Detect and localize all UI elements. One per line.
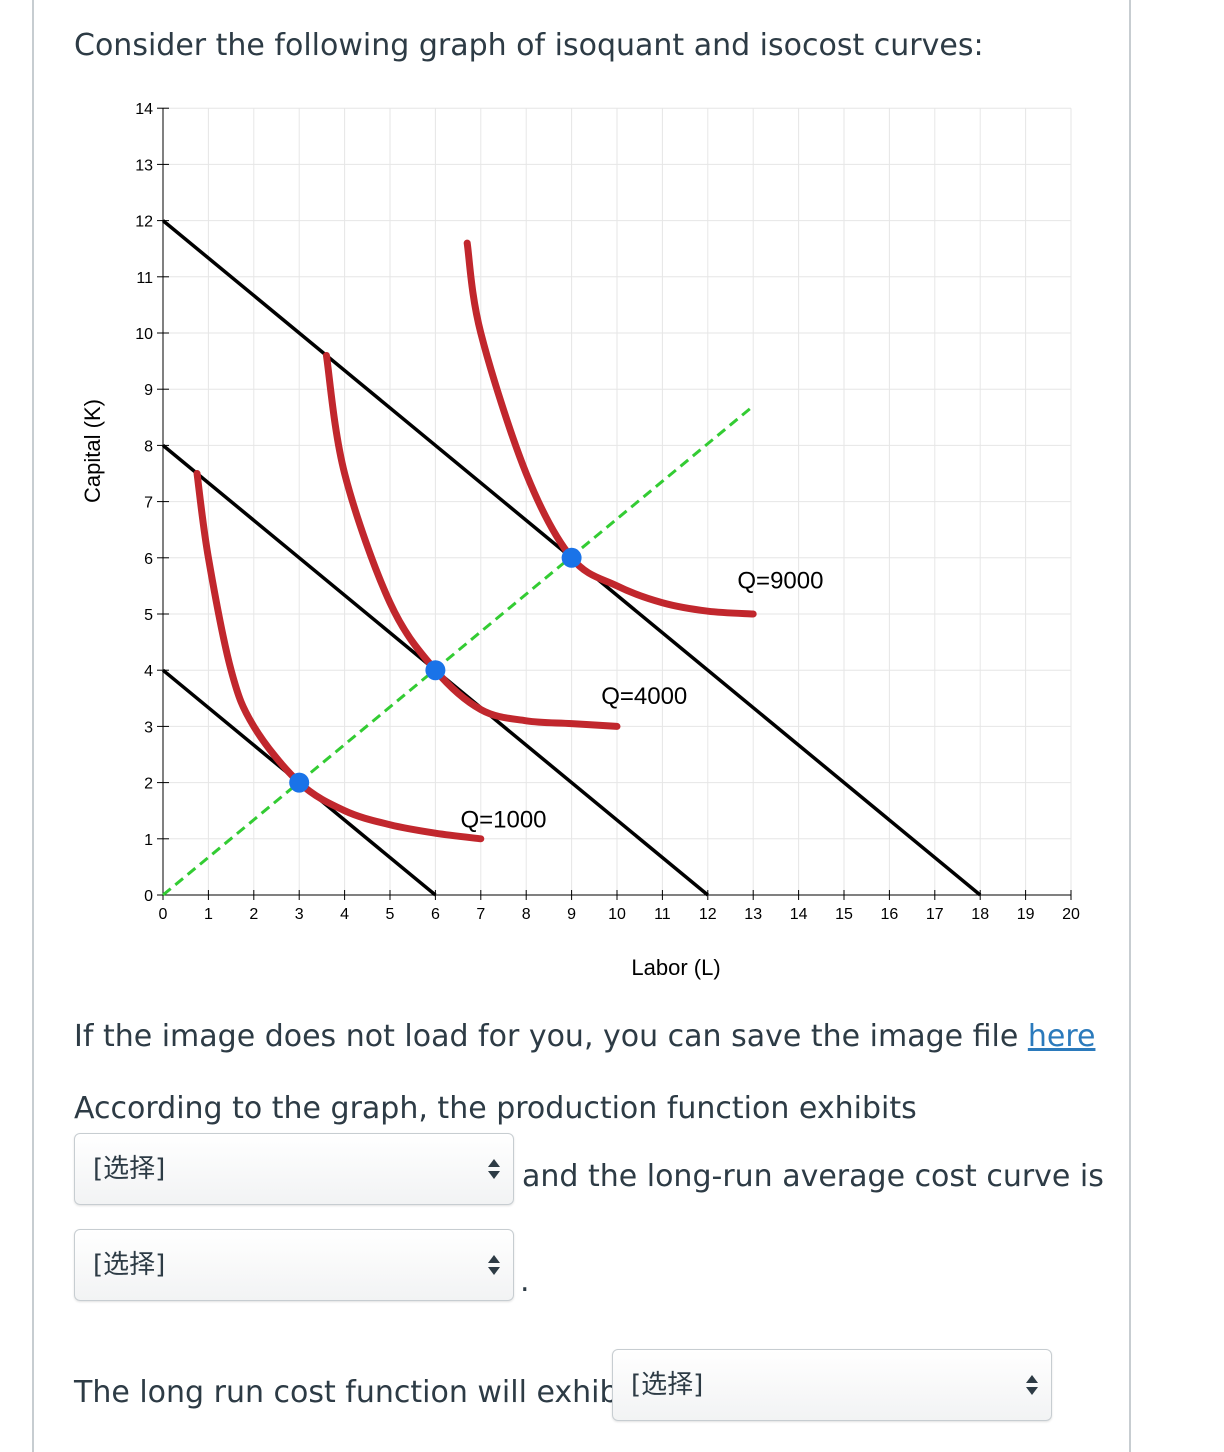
x-tick-label: 19 — [1017, 906, 1035, 923]
x-tick-label: 15 — [835, 906, 853, 923]
page-frame-left — [32, 0, 34, 1452]
select-arrows-icon — [1026, 1375, 1038, 1395]
y-tick-label: 0 — [144, 888, 153, 905]
x-tick-label: 5 — [386, 906, 395, 923]
x-axis-label: Labor (L) — [631, 955, 720, 980]
y-tick-label: 3 — [144, 719, 153, 736]
y-tick-label: 1 — [144, 832, 153, 849]
isoquant-curve — [193, 470, 485, 843]
select-arrows-icon — [488, 1255, 500, 1275]
x-tick-label: 18 — [971, 906, 989, 923]
y-tick-label: 10 — [135, 326, 153, 343]
isoquant-curve — [463, 239, 757, 618]
select-arrows-icon — [488, 1159, 500, 1179]
returns-to-scale-select[interactable]: [选择] — [74, 1133, 514, 1205]
expansion-path-line — [162, 404, 755, 897]
y-tick-label: 4 — [144, 663, 153, 680]
tangency-point — [561, 547, 582, 568]
isoquant-curve — [322, 351, 621, 730]
y-tick-label: 2 — [144, 776, 153, 793]
page-frame-right — [1129, 0, 1131, 1452]
select-value: [选择] — [631, 1370, 704, 1400]
isoquant-isocost-chart: 0 1 2 3 4 5 6 7 8 9 10 11 12 13 14 15 16 17 18 19 2001234567… — [80, 101, 1080, 980]
x-tick-label: 12 — [699, 906, 717, 923]
y-tick-label: 14 — [135, 101, 153, 118]
y-tick-label: 5 — [144, 607, 153, 624]
y-tick-label: 13 — [135, 157, 153, 174]
isoquant-label: Q=1000 — [460, 807, 546, 834]
x-tick-label: 20 — [1062, 906, 1080, 923]
select-value: [选择] — [93, 1250, 166, 1280]
x-tick-label: 9 — [567, 906, 576, 923]
y-tick-label: 12 — [135, 214, 153, 231]
tangency-point — [289, 772, 310, 793]
x-tick-label: 10 — [608, 906, 626, 923]
x-tick-label: 11 — [654, 906, 671, 923]
image-file-link[interactable]: here — [1027, 1019, 1096, 1054]
x-tick-label: 16 — [881, 906, 899, 923]
x-tick-label: 8 — [522, 906, 531, 923]
x-tick-label: 6 — [431, 906, 440, 923]
x-tick-label: 0 — [159, 906, 168, 923]
x-tick-label: 7 — [476, 906, 485, 923]
x-tick-label: 4 — [340, 906, 349, 923]
y-tick-label: 7 — [144, 495, 153, 512]
lrac-shape-select[interactable]: [选择] — [74, 1229, 514, 1301]
isoquant-label: Q=9000 — [737, 568, 823, 595]
question-1-continuation: and the long-run average cost curve is — [522, 1159, 1104, 1194]
x-tick-label: 13 — [744, 906, 762, 923]
cost-function-select[interactable]: [选择] — [612, 1349, 1052, 1421]
question-intro: Consider the following graph of isoquant… — [74, 28, 984, 63]
select-value: [选择] — [93, 1154, 166, 1184]
y-tick-label: 6 — [144, 551, 153, 568]
x-tick-label: 17 — [926, 906, 944, 923]
x-tick-label: 2 — [249, 906, 258, 923]
y-axis-label: Capital (K) — [80, 399, 105, 503]
question-2-period: . — [520, 1264, 530, 1299]
y-tick-label: 9 — [144, 382, 153, 399]
x-tick-label: 3 — [295, 906, 304, 923]
tangency-point — [425, 660, 446, 681]
question-1-text: According to the graph, the production f… — [74, 1091, 917, 1126]
x-tick-label: 14 — [790, 906, 808, 923]
y-tick-label: 11 — [136, 270, 153, 287]
isoquant-label: Q=4000 — [601, 683, 687, 710]
question-3-text: The long run cost function will exhibit — [74, 1375, 639, 1410]
x-tick-label: 1 — [204, 906, 213, 923]
y-tick-label: 8 — [144, 438, 153, 455]
image-note-text: If the image does not load for you, you … — [74, 1019, 1019, 1054]
image-note: If the image does not load for you, you … — [74, 1017, 1095, 1057]
